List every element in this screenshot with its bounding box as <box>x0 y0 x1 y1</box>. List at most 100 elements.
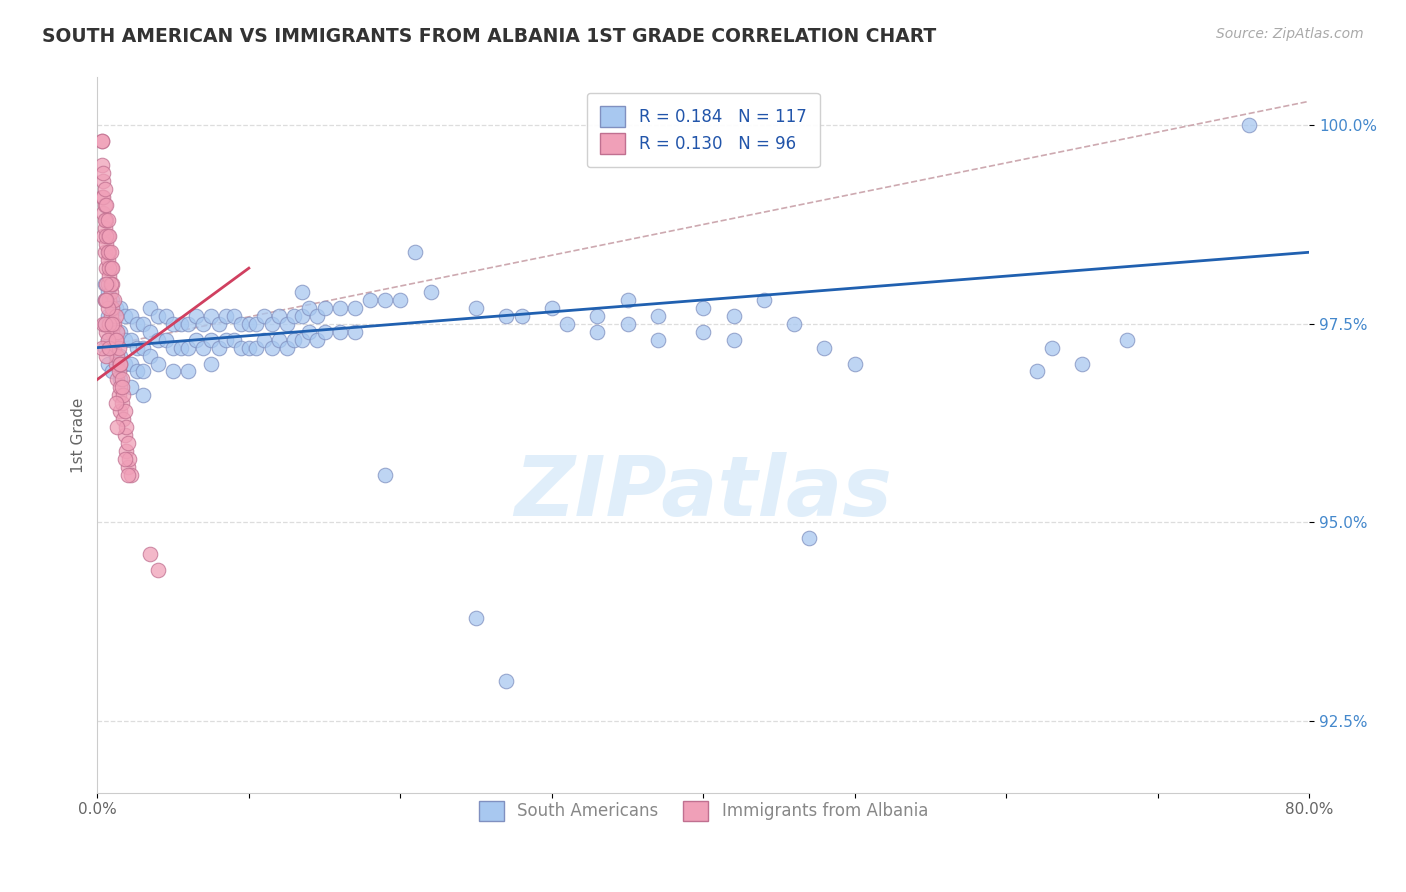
Point <box>96 197 118 211</box>
Point <box>100 277 122 291</box>
Point <box>94 197 117 211</box>
Point <box>101 317 124 331</box>
Point <box>132 364 155 378</box>
Point <box>125 364 148 378</box>
Point <box>169 341 191 355</box>
Point <box>215 309 238 323</box>
Point <box>98 317 121 331</box>
Point <box>231 341 253 355</box>
Point <box>103 341 125 355</box>
Point <box>94 221 117 235</box>
Point <box>118 451 141 466</box>
Point <box>94 293 117 307</box>
Point <box>101 317 124 331</box>
Point <box>90 341 112 355</box>
Point <box>260 341 283 355</box>
Point <box>97 285 120 299</box>
Point <box>101 325 124 339</box>
Point <box>291 285 314 299</box>
Point <box>1025 364 1047 378</box>
Point <box>253 309 276 323</box>
Point <box>291 309 314 323</box>
Point <box>120 467 142 482</box>
Point <box>125 341 148 355</box>
Point <box>94 317 117 331</box>
Point <box>120 357 142 371</box>
Point <box>555 317 578 331</box>
Point <box>329 301 352 315</box>
Point <box>269 333 291 347</box>
Point <box>104 333 127 347</box>
Point <box>97 245 120 260</box>
Point <box>96 261 118 276</box>
Point <box>276 317 298 331</box>
Point <box>465 301 488 315</box>
Point <box>162 317 184 331</box>
Point <box>120 380 142 394</box>
Point <box>389 293 412 307</box>
Point <box>94 341 117 355</box>
Point <box>647 309 669 323</box>
Point <box>101 293 124 307</box>
Point <box>222 309 245 323</box>
Point <box>112 388 135 402</box>
Point <box>647 333 669 347</box>
Point <box>540 301 562 315</box>
Point <box>283 309 305 323</box>
Point <box>215 333 238 347</box>
Point <box>177 364 200 378</box>
Point <box>1071 357 1094 371</box>
Point <box>139 301 162 315</box>
Point <box>314 301 336 315</box>
Point <box>114 333 136 347</box>
Point <box>260 317 283 331</box>
Text: SOUTH AMERICAN VS IMMIGRANTS FROM ALBANIA 1ST GRADE CORRELATION CHART: SOUTH AMERICAN VS IMMIGRANTS FROM ALBANI… <box>42 27 936 45</box>
Point <box>314 325 336 339</box>
Point <box>291 333 314 347</box>
Point <box>94 245 117 260</box>
Point <box>107 364 129 378</box>
Point <box>104 309 127 323</box>
Point <box>162 341 184 355</box>
Point <box>404 245 426 260</box>
Point <box>98 261 121 276</box>
Point <box>616 293 638 307</box>
Point <box>97 333 120 347</box>
Point <box>93 189 115 203</box>
Point <box>94 293 117 307</box>
Point <box>97 277 120 291</box>
Point <box>98 293 121 307</box>
Legend: South Americans, Immigrants from Albania: South Americans, Immigrants from Albania <box>465 788 941 834</box>
Point <box>169 317 191 331</box>
Point <box>100 245 122 260</box>
Point <box>114 428 136 442</box>
Point <box>139 547 162 561</box>
Point <box>193 317 215 331</box>
Point <box>132 388 155 402</box>
Point <box>96 325 118 339</box>
Point <box>94 213 117 227</box>
Point <box>108 404 131 418</box>
Point <box>90 134 112 148</box>
Point <box>231 317 253 331</box>
Point <box>692 325 714 339</box>
Point <box>93 174 115 188</box>
Point <box>97 333 120 347</box>
Point <box>139 349 162 363</box>
Point <box>510 309 533 323</box>
Point <box>103 293 125 307</box>
Point <box>146 563 169 577</box>
Point <box>90 134 112 148</box>
Point <box>115 444 138 458</box>
Text: ZIPatlas: ZIPatlas <box>515 451 893 533</box>
Point <box>97 309 120 323</box>
Point <box>101 341 124 355</box>
Point <box>100 309 122 323</box>
Point <box>305 333 328 347</box>
Point <box>117 459 139 474</box>
Point <box>94 277 117 291</box>
Point <box>114 404 136 418</box>
Point <box>94 182 117 196</box>
Point <box>103 317 125 331</box>
Point <box>108 372 131 386</box>
